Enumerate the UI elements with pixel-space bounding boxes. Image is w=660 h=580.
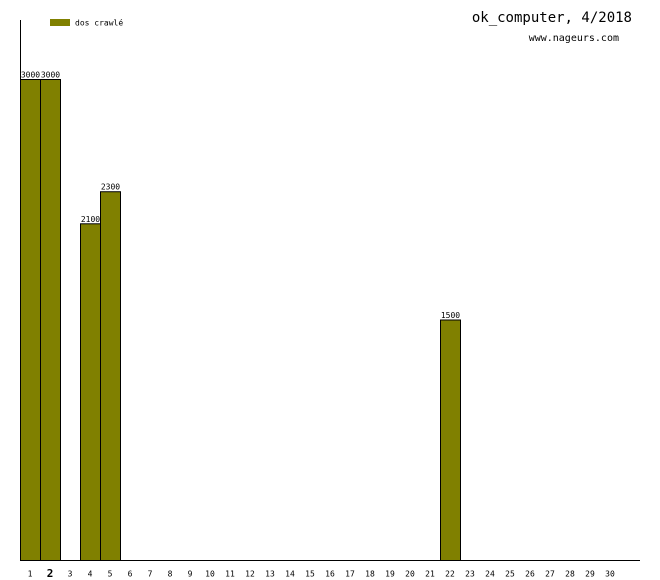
value-label: 3000 bbox=[41, 71, 60, 80]
x-tick-label: 11 bbox=[225, 570, 235, 579]
x-tick-label: 18 bbox=[365, 570, 375, 579]
value-label: 1500 bbox=[441, 311, 460, 320]
x-tick-label: 1 bbox=[28, 570, 33, 579]
x-tick-label: 2 bbox=[47, 567, 54, 580]
x-tick-label: 10 bbox=[205, 570, 215, 579]
legend-label: dos crawlé bbox=[75, 18, 123, 28]
x-tick-label: 14 bbox=[285, 570, 295, 579]
x-tick-label: 12 bbox=[245, 570, 255, 579]
bar bbox=[20, 79, 41, 561]
value-label: 2100 bbox=[81, 215, 100, 224]
x-tick-label: 8 bbox=[168, 570, 173, 579]
x-tick-label: 23 bbox=[465, 570, 475, 579]
x-tick-label: 21 bbox=[425, 570, 435, 579]
bar bbox=[440, 319, 461, 561]
x-tick-label: 24 bbox=[485, 570, 495, 579]
bar bbox=[100, 191, 121, 561]
bar bbox=[40, 79, 61, 561]
x-tick-label: 15 bbox=[305, 570, 315, 579]
x-tick-label: 22 bbox=[445, 570, 455, 579]
chart-subtitle: www.nageurs.com bbox=[529, 33, 619, 44]
x-tick-label: 17 bbox=[345, 570, 355, 579]
x-tick-label: 9 bbox=[188, 570, 193, 579]
x-tick-label: 5 bbox=[108, 570, 113, 579]
x-tick-label: 13 bbox=[265, 570, 275, 579]
x-tick-label: 6 bbox=[128, 570, 133, 579]
x-tick-label: 7 bbox=[148, 570, 153, 579]
x-tick-label: 25 bbox=[505, 570, 515, 579]
x-tick-label: 29 bbox=[585, 570, 595, 579]
value-label: 2300 bbox=[101, 183, 120, 192]
bar bbox=[80, 223, 101, 562]
legend-swatch bbox=[50, 19, 70, 26]
x-tick-label: 3 bbox=[68, 570, 73, 579]
x-tick-label: 28 bbox=[565, 570, 575, 579]
value-label: 3000 bbox=[21, 71, 40, 80]
x-tick-label: 16 bbox=[325, 570, 335, 579]
x-tick-label: 27 bbox=[545, 570, 555, 579]
x-tick-label: 4 bbox=[88, 570, 93, 579]
x-tick-label: 20 bbox=[405, 570, 415, 579]
x-tick-label: 19 bbox=[385, 570, 395, 579]
x-tick-label: 30 bbox=[605, 570, 615, 579]
x-tick-label: 26 bbox=[525, 570, 535, 579]
chart-title: ok_computer, 4/2018 bbox=[472, 10, 632, 26]
